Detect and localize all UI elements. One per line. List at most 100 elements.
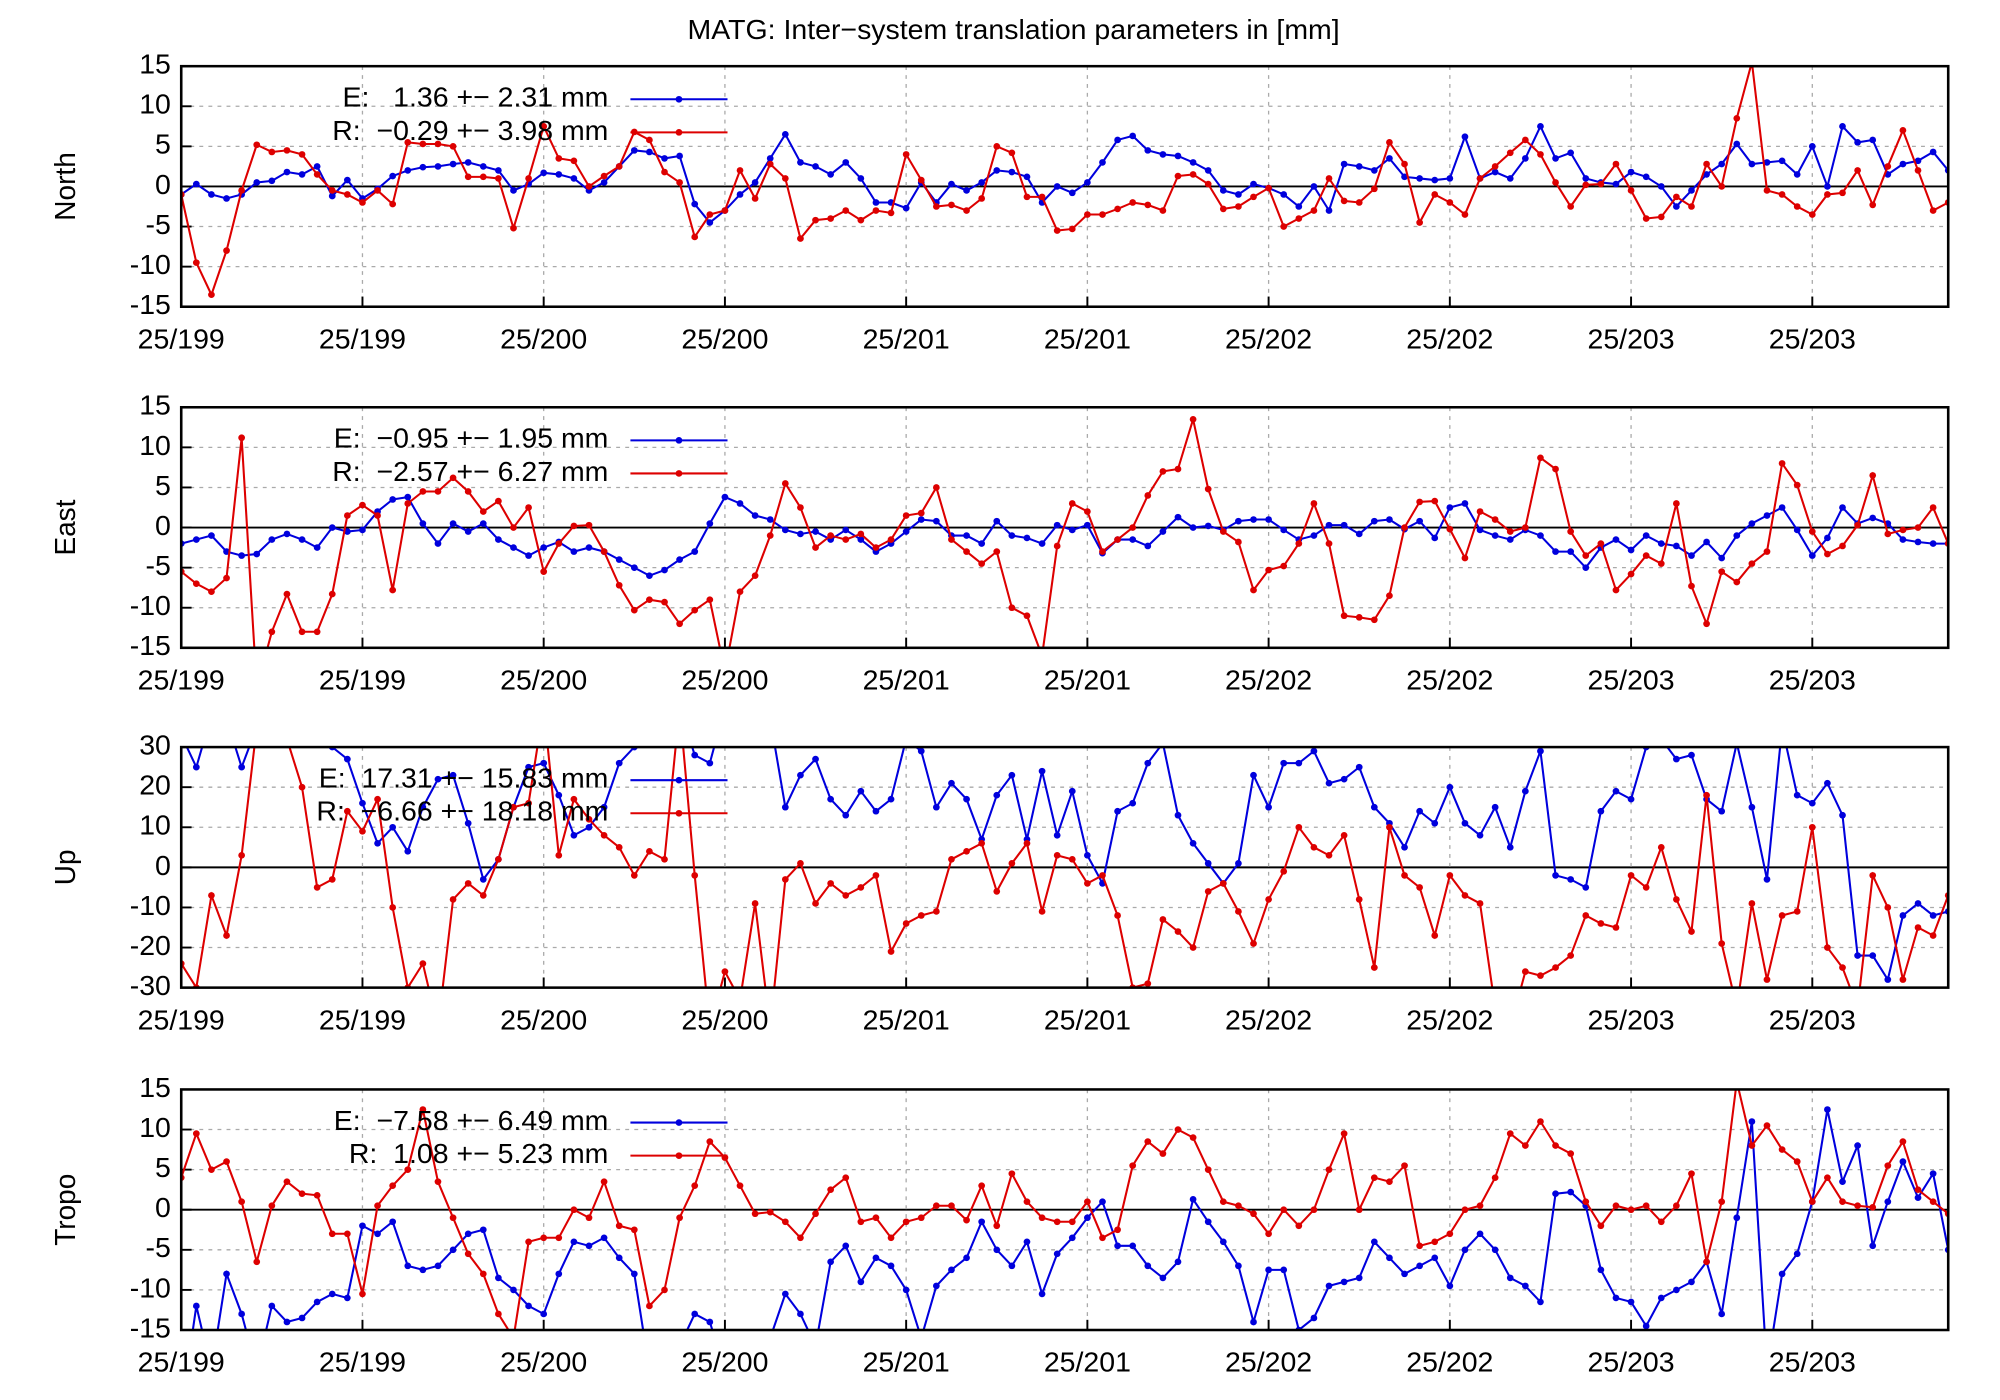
data-point [1235, 191, 1242, 198]
data-point [1068, 189, 1076, 197]
data-point [630, 606, 638, 614]
data-point [449, 143, 457, 150]
data-point [1416, 1262, 1423, 1270]
data-point [1914, 157, 1922, 165]
data-point [1552, 465, 1559, 473]
data-point [419, 488, 427, 495]
data-point [902, 1286, 910, 1294]
data-point [1688, 751, 1695, 759]
data-point [766, 532, 774, 539]
data-point [1476, 526, 1484, 534]
data-point [1401, 844, 1408, 851]
data-point [1446, 175, 1454, 182]
data-point [555, 1270, 563, 1278]
data-point [1778, 460, 1786, 467]
data-point [1280, 223, 1288, 230]
data-point [1642, 173, 1650, 181]
data-point [1627, 795, 1635, 803]
data-point [902, 512, 910, 519]
data-point [1763, 548, 1771, 555]
data-point [676, 179, 683, 186]
data-point [1612, 536, 1620, 543]
data-point [1627, 168, 1635, 176]
x-tick-label: 25/202 [1225, 323, 1312, 355]
data-point [1476, 508, 1484, 515]
data-point [1174, 465, 1182, 473]
data-point [253, 141, 261, 149]
data-point [419, 960, 427, 967]
data-point [615, 844, 623, 851]
data-point [208, 1166, 215, 1173]
data-point [1778, 912, 1786, 919]
data-point [208, 532, 215, 539]
data-point [1084, 1214, 1091, 1222]
data-point [1642, 532, 1650, 539]
data-point [1461, 133, 1469, 141]
x-tick-label: 25/200 [500, 1346, 587, 1378]
y-tick-label: 0 [155, 849, 171, 881]
data-point [1476, 900, 1484, 907]
data-point [1401, 1270, 1408, 1278]
data-point [1023, 193, 1031, 201]
y-axis-label: Tropo [49, 1174, 81, 1246]
data-point [343, 191, 351, 198]
data-point [1084, 521, 1091, 529]
data-point [1673, 203, 1680, 210]
data-point [1491, 516, 1499, 523]
data-point [449, 160, 457, 168]
data-point [993, 791, 1001, 799]
data-point [1673, 1286, 1680, 1294]
data-point [585, 815, 593, 823]
y-tick-label: 10 [139, 1111, 171, 1143]
data-point [600, 548, 608, 555]
data-point [600, 172, 608, 180]
data-point [359, 526, 366, 534]
data-point [540, 544, 548, 551]
data-point [1204, 522, 1212, 530]
data-point [600, 803, 608, 811]
data-point [661, 856, 668, 863]
data-point [464, 488, 472, 495]
x-tick-label: 25/203 [1769, 1004, 1856, 1036]
data-point [510, 224, 517, 232]
x-tick-label: 25/201 [863, 664, 950, 696]
data-point [1778, 1270, 1786, 1278]
x-tick-label: 25/202 [1406, 1004, 1493, 1036]
legend-label: E: 1.36 +− 2.31 mm [343, 81, 609, 113]
data-point [1370, 167, 1378, 174]
data-point [706, 596, 714, 604]
data-point [827, 1258, 835, 1266]
data-point [1431, 1254, 1439, 1262]
data-point [1053, 831, 1061, 839]
data-point [1824, 944, 1831, 951]
data-point [887, 795, 895, 803]
data-point [812, 163, 819, 170]
data-point [585, 183, 593, 190]
data-point [479, 892, 487, 899]
data-point [1627, 570, 1635, 578]
data-point [630, 1270, 638, 1278]
data-point [978, 540, 986, 547]
data-point [812, 216, 819, 224]
data-point [917, 912, 925, 919]
y-tick-label: -20 [130, 929, 171, 961]
data-point [661, 1286, 668, 1294]
data-point [1657, 560, 1665, 567]
legend-marker [675, 809, 683, 817]
data-point [1778, 191, 1786, 198]
data-point [1068, 225, 1076, 233]
data-point [1159, 151, 1167, 158]
data-point [1476, 1202, 1484, 1210]
data-point [223, 247, 230, 254]
x-tick-label: 25/202 [1406, 323, 1493, 355]
data-point [661, 598, 668, 606]
data-point [676, 1214, 683, 1222]
data-point [1144, 147, 1152, 154]
data-point [797, 771, 804, 779]
data-point [268, 177, 276, 185]
data-point [1869, 952, 1877, 959]
data-point [253, 550, 261, 558]
legend-marker [675, 1119, 683, 1126]
data-point [525, 799, 532, 807]
data-point [1582, 564, 1590, 571]
